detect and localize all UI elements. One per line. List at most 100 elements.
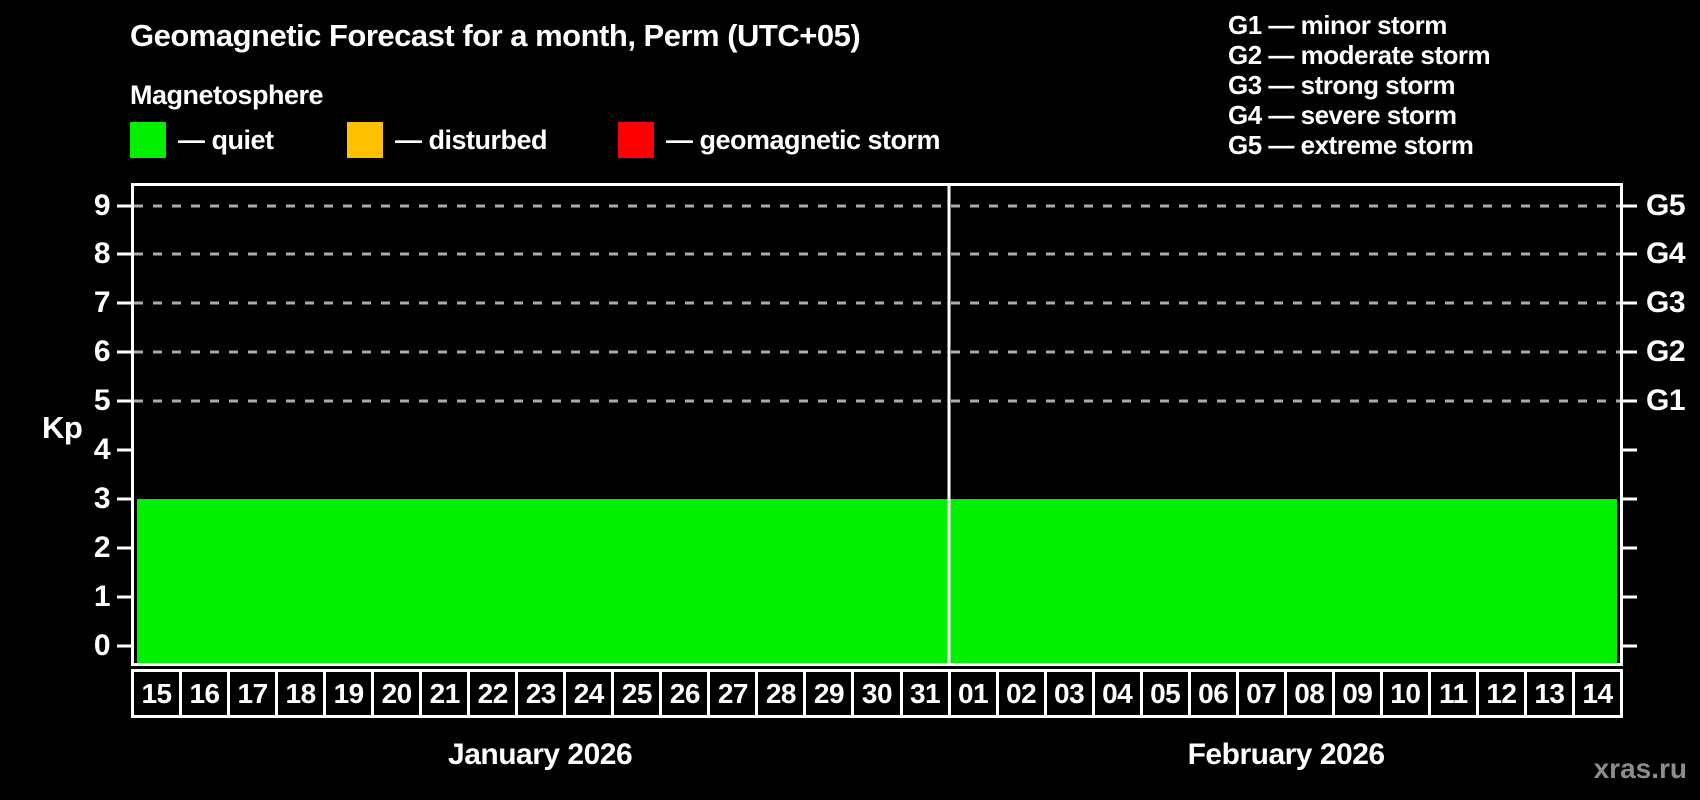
y-tick-label-2: 2 bbox=[93, 531, 111, 565]
legend-label-storm: — geomagnetic storm bbox=[666, 124, 941, 155]
g-axis-label-g4: G4 bbox=[1646, 237, 1686, 271]
gridline-kp7 bbox=[134, 301, 1620, 305]
y-tick-label-3: 3 bbox=[93, 482, 111, 516]
month-labels-row: January 2026 February 2026 bbox=[131, 738, 1623, 772]
day-label: 08 bbox=[1287, 672, 1335, 715]
y-tick-right-1 bbox=[1623, 595, 1637, 599]
y-tick-left-4 bbox=[117, 448, 131, 452]
day-label: 25 bbox=[614, 672, 663, 715]
day-label: 27 bbox=[710, 672, 759, 715]
legend-swatch-disturbed bbox=[347, 122, 383, 158]
y-tick-right-6 bbox=[1623, 350, 1637, 354]
gridline-kp8 bbox=[134, 252, 1620, 256]
day-label: 05 bbox=[1143, 672, 1191, 715]
y-tick-label-1: 1 bbox=[93, 579, 111, 613]
y-tick-left-5 bbox=[117, 399, 131, 403]
bar-slot-day-15 bbox=[134, 186, 1620, 663]
g-axis-label-g2: G2 bbox=[1646, 335, 1686, 369]
day-label: 22 bbox=[470, 672, 519, 715]
y-tick-label-6: 6 bbox=[93, 335, 111, 369]
day-label: 29 bbox=[806, 672, 855, 715]
plot-area: 0 1 2 3 4 5 6 7 8 9 G1 G2 G3 G4 G5 bbox=[94, 183, 1686, 666]
y-tick-left-8 bbox=[117, 252, 131, 256]
day-label: 12 bbox=[1479, 672, 1527, 715]
legend-label-quiet: — quiet bbox=[178, 124, 274, 155]
day-label: 18 bbox=[278, 672, 327, 715]
y-tick-left-9 bbox=[117, 204, 131, 208]
g-axis-label-g5: G5 bbox=[1646, 188, 1686, 222]
g-axis-label-g3: G3 bbox=[1646, 286, 1686, 320]
day-label: 16 bbox=[182, 672, 231, 715]
bars-layer bbox=[134, 186, 1620, 663]
day-label: 23 bbox=[518, 672, 567, 715]
day-label: 13 bbox=[1527, 672, 1575, 715]
chart-title: Geomagnetic Forecast for a month, Perm (… bbox=[130, 18, 861, 53]
day-label: 04 bbox=[1095, 672, 1143, 715]
y-tick-label-7: 7 bbox=[93, 286, 111, 320]
day-label: 09 bbox=[1335, 672, 1383, 715]
g-legend-item-g4: G4 — severe storm bbox=[1228, 100, 1457, 130]
gridline-kp5 bbox=[134, 399, 1620, 403]
g-legend-item-g2: G2 — moderate storm bbox=[1228, 40, 1491, 70]
y-tick-left-7 bbox=[117, 301, 131, 305]
y-tick-right-0 bbox=[1623, 644, 1637, 648]
day-label: 03 bbox=[1047, 672, 1095, 715]
watermark: xras.ru bbox=[1593, 753, 1687, 784]
y-tick-left-3 bbox=[117, 497, 131, 501]
legend-label-disturbed: — disturbed bbox=[395, 124, 548, 155]
day-label: 01 bbox=[951, 672, 999, 715]
day-label: 19 bbox=[326, 672, 375, 715]
magnetosphere-label: Magnetosphere bbox=[130, 80, 324, 110]
y-tick-left-0 bbox=[117, 644, 131, 648]
day-label: 17 bbox=[230, 672, 279, 715]
day-label: 24 bbox=[566, 672, 615, 715]
day-label: 31 bbox=[903, 672, 951, 715]
y-tick-label-4: 4 bbox=[93, 433, 111, 467]
legend-item-quiet: — quiet bbox=[130, 122, 274, 158]
day-label: 11 bbox=[1431, 672, 1479, 715]
y-tick-right-3 bbox=[1623, 497, 1637, 501]
y-tick-label-8: 8 bbox=[93, 237, 111, 271]
legend-swatch-storm bbox=[618, 122, 654, 158]
legend-item-disturbed: — disturbed bbox=[347, 122, 548, 158]
y-tick-label-5: 5 bbox=[93, 384, 111, 418]
g-legend-item-g1: G1 — minor storm bbox=[1228, 10, 1447, 40]
y-tick-right-9 bbox=[1623, 204, 1637, 208]
y-tick-right-5 bbox=[1623, 399, 1637, 403]
day-label: 07 bbox=[1239, 672, 1287, 715]
g-scale-legend: G1 — minor storm G2 — moderate storm G3 — … bbox=[1228, 10, 1491, 160]
y-tick-left-2 bbox=[117, 546, 131, 550]
y-tick-left-6 bbox=[117, 350, 131, 354]
day-label: 14 bbox=[1582, 677, 1613, 709]
y-tick-right-7 bbox=[1623, 301, 1637, 305]
day-label: 28 bbox=[758, 672, 807, 715]
day-label: 15 bbox=[134, 672, 183, 715]
day-label: 06 bbox=[1191, 672, 1239, 715]
gridline-kp6 bbox=[134, 350, 1620, 354]
month-label: February 2026 bbox=[1187, 738, 1385, 771]
g-axis-label-g1: G1 bbox=[1646, 384, 1686, 418]
day-label: 21 bbox=[422, 672, 471, 715]
day-label: 10 bbox=[1383, 672, 1431, 715]
y-tick-label-0: 0 bbox=[93, 628, 111, 662]
y-tick-right-2 bbox=[1623, 546, 1637, 550]
g-legend-item-g3: G3 — strong storm bbox=[1228, 70, 1455, 100]
day-label: 26 bbox=[662, 672, 711, 715]
day-axis: 15 16 17 18 19 20 21 22 23 24 25 26 27 28 29 30 31 01 02 03… bbox=[131, 669, 1623, 718]
gridline-kp9 bbox=[134, 204, 1620, 208]
y-tick-left-1 bbox=[117, 595, 131, 599]
y-tick-right-8 bbox=[1623, 252, 1637, 256]
y-tick-right-4 bbox=[1623, 448, 1637, 452]
day-label: 02 bbox=[999, 672, 1047, 715]
month-label: January 2026 bbox=[448, 738, 633, 771]
gridlines-layer bbox=[134, 186, 1620, 663]
g-legend-item-g5: G5 — extreme storm bbox=[1228, 130, 1474, 160]
day-label: 20 bbox=[374, 672, 423, 715]
legend-swatch-quiet bbox=[130, 122, 166, 158]
y-axis-label: Kp bbox=[42, 410, 83, 445]
day-label: 30 bbox=[854, 672, 903, 715]
y-tick-label-9: 9 bbox=[93, 188, 111, 222]
kp-bar bbox=[137, 499, 1617, 663]
legend-item-storm: — geomagnetic storm bbox=[618, 122, 941, 158]
